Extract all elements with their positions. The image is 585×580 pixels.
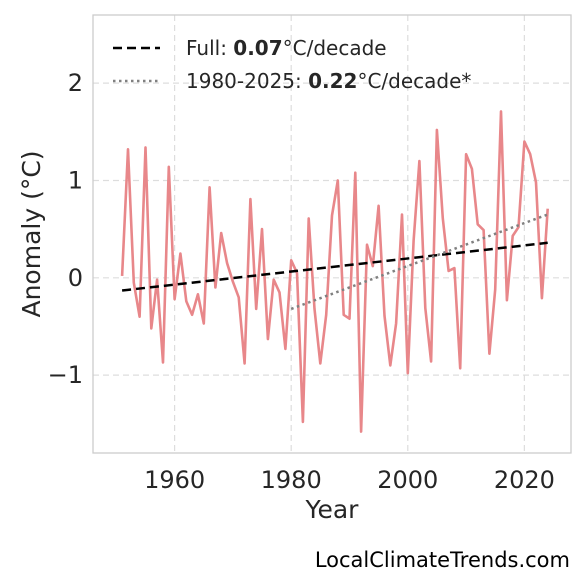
- x-tick-label: 1960: [144, 466, 205, 494]
- x-tick-label: 2020: [494, 466, 555, 494]
- legend: Full: 0.07°C/decade 1980-2025: 0.22°C/de…: [113, 36, 471, 93]
- y-axis-label: Anomaly (°C): [17, 150, 46, 317]
- legend-full-value: 0.07: [233, 36, 282, 60]
- legend-recent-value: 0.22: [308, 69, 357, 93]
- tick-labels: 1960 1980 2000 2020 −1 0 1 2: [48, 69, 555, 494]
- y-tick-label: −1: [48, 361, 83, 389]
- x-tick-label: 1980: [261, 466, 322, 494]
- source-credit: LocalClimateTrends.com: [314, 548, 570, 572]
- plot-frame: [92, 14, 572, 454]
- y-tick-label: 1: [68, 166, 83, 194]
- legend-recent-suffix: °C/decade*: [357, 69, 471, 93]
- series-layer: [120, 110, 549, 433]
- legend-full-prefix: Full:: [186, 36, 233, 60]
- grid-lines: [93, 15, 571, 453]
- anomaly-series-line: [120, 110, 549, 433]
- trend-line-full: [121, 241, 548, 292]
- legend-full-suffix: °C/decade: [283, 36, 387, 60]
- legend-recent-prefix: 1980-2025:: [186, 69, 308, 93]
- y-tick-label: 2: [68, 69, 83, 97]
- y-tick-label: 0: [68, 264, 83, 292]
- x-tick-label: 2000: [377, 466, 438, 494]
- legend-entry-full: Full: 0.07°C/decade: [186, 36, 387, 60]
- legend-entry-recent: 1980-2025: 0.22°C/decade*: [186, 69, 471, 93]
- x-axis-label: Year: [305, 495, 360, 524]
